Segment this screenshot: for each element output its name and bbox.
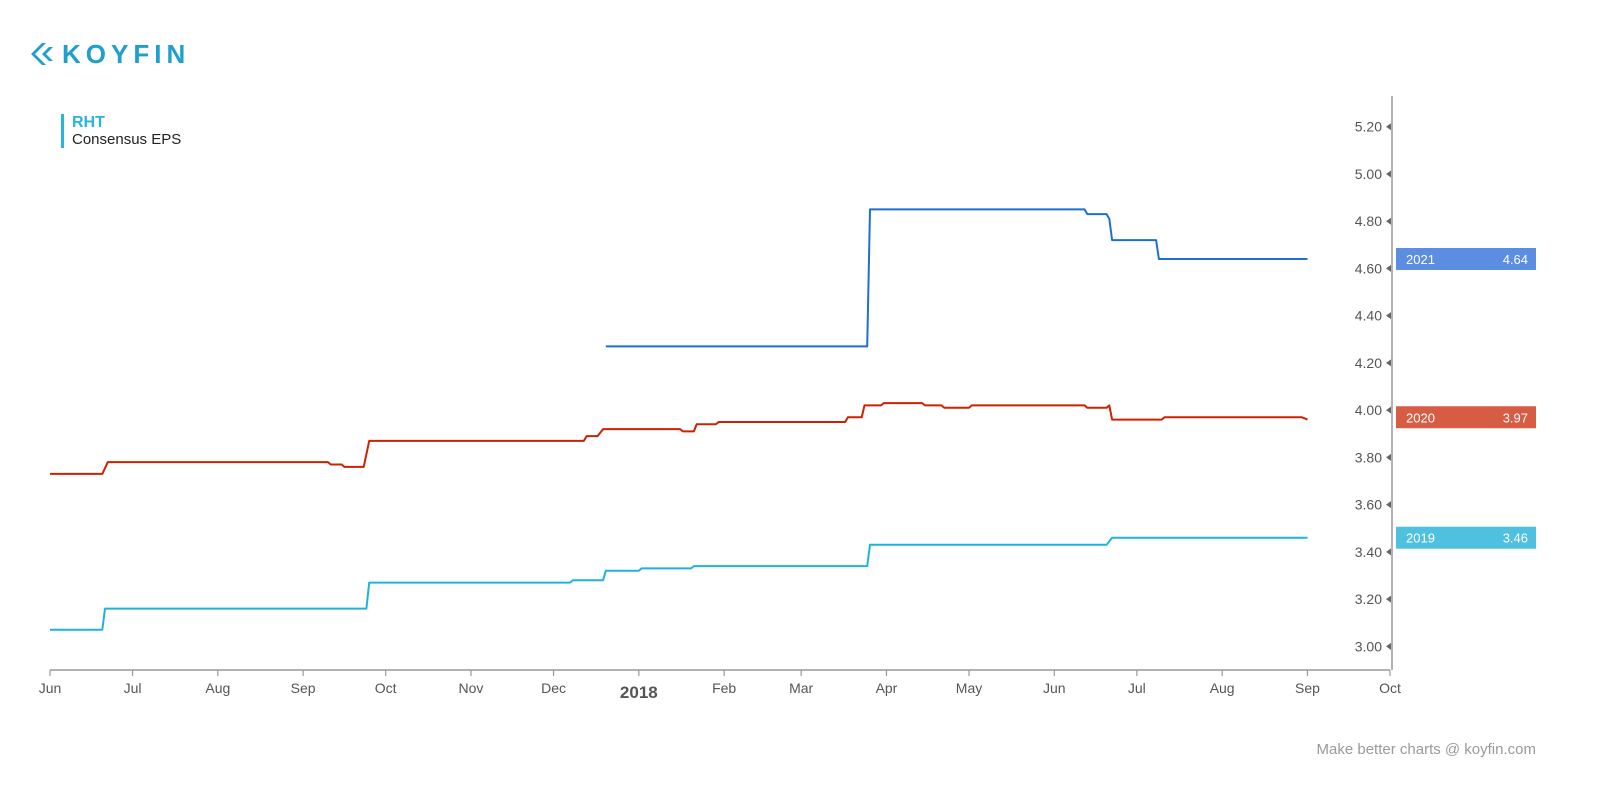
badge-last-value: 3.97 [1503,410,1528,425]
badge-series-name: 2020 [1406,410,1435,425]
x-tick-label: 2018 [620,683,658,702]
y-tick-label: 4.60 [1355,260,1382,276]
x-tick-label: Nov [459,680,484,696]
y-tick-label: 3.80 [1355,449,1382,465]
badge-background [1396,526,1536,549]
x-tick-label: Jun [1043,680,1066,696]
x-tick-label: Jun [39,680,62,696]
value-badge-2019: 2019 3.46 [1396,526,1536,549]
x-tick-label: Oct [375,680,397,696]
y-tick-mark [1386,312,1391,320]
value-badge-2020: 2020 3.97 [1396,406,1536,429]
x-tick-label: Jul [124,680,142,696]
brand-name: KOYFIN [62,38,191,69]
y-tick-mark [1386,501,1391,509]
chart-legend: RHT Consensus EPS [61,114,181,148]
series-line-2020 [50,402,1308,475]
x-tick-label: Oct [1379,680,1401,696]
y-tick-mark [1386,123,1391,131]
plot-lines [50,208,1308,631]
x-tick-label: Dec [541,680,566,696]
x-tick-label: Aug [205,680,230,696]
value-badges: 2021 4.64 2020 3.97 2019 3.46 [1396,247,1536,549]
y-tick-mark [1386,359,1391,367]
y-tick-mark [1386,642,1391,650]
y-tick-label: 3.00 [1355,638,1382,654]
x-tick-label: Aug [1210,680,1235,696]
y-tick-label: 4.00 [1355,402,1382,418]
badge-last-value: 3.46 [1503,531,1528,546]
badge-background [1396,406,1536,429]
x-tick-label: Sep [1295,680,1320,696]
footer-credit[interactable]: Make better charts @ koyfin.com [1316,741,1536,758]
badge-series-name: 2021 [1406,252,1435,267]
x-tick-label: Sep [291,680,316,696]
badge-series-name: 2019 [1406,531,1435,546]
y-tick-label: 3.20 [1355,591,1382,607]
series-line-2019 [50,536,1308,631]
y-axis: 3.00 3.20 3.40 3.60 3.80 4.00 4.20 4.40 4.60 4.80… [1355,96,1393,670]
series-line-2021 [605,208,1308,348]
y-tick-label: 3.40 [1355,544,1382,560]
y-tick-label: 5.20 [1355,119,1382,135]
y-tick-label: 4.80 [1355,213,1382,229]
y-tick-mark [1386,548,1391,556]
x-tick-label: Apr [876,680,898,696]
x-tick-label: May [956,680,982,696]
value-badge-2021: 2021 4.64 [1396,247,1536,270]
badge-last-value: 4.64 [1503,252,1528,267]
y-tick-mark [1386,406,1391,414]
legend-ticker: RHT [72,114,105,131]
x-axis: Jun Jul Aug Sep Oct Nov Dec 2018 Feb Mar Apr May Jun… [39,669,1401,702]
y-tick-mark [1386,264,1391,272]
legend-metric: Consensus EPS [72,131,182,148]
y-tick-label: 5.00 [1355,166,1382,182]
x-tick-label: Jul [1128,680,1146,696]
y-tick-label: 4.40 [1355,308,1382,324]
x-tick-label: Mar [789,680,813,696]
y-tick-label: 3.60 [1355,497,1382,513]
koyfin-logo: KOYFIN [30,38,190,70]
x-tick-label: Feb [712,680,736,696]
y-tick-mark [1386,217,1391,225]
koyfin-logo-icon [31,43,53,65]
y-tick-mark [1386,453,1391,461]
y-tick-mark [1386,170,1391,178]
badge-background [1396,247,1536,270]
y-tick-mark [1386,595,1391,603]
y-tick-label: 4.20 [1355,355,1382,371]
